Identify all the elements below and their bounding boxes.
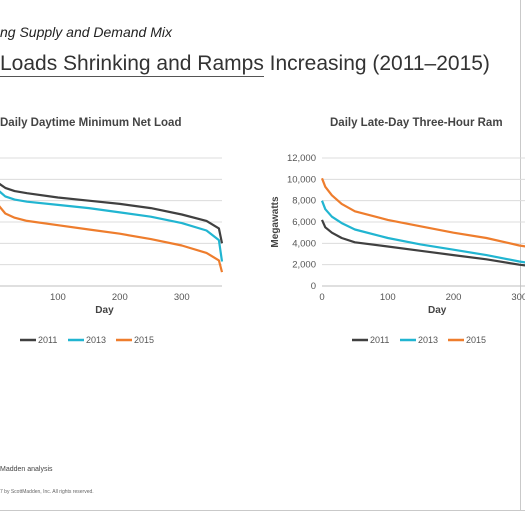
y-tick-label: 4,000 bbox=[292, 238, 316, 249]
y-tick-label: 10,000 bbox=[287, 174, 316, 185]
y-tick-label: 12,000 bbox=[287, 153, 316, 164]
series-line-2015 bbox=[0, 205, 224, 273]
legend-label-2015: 2015 bbox=[134, 335, 154, 345]
copyright-note: 7 by ScottMadden, Inc. All rights reserv… bbox=[0, 489, 94, 495]
series-line-2013 bbox=[0, 190, 224, 262]
legend-label-2015: 2015 bbox=[466, 335, 486, 345]
legend-label-2011: 2011 bbox=[38, 335, 57, 345]
x-tick-label: 100 bbox=[50, 292, 66, 303]
x-tick-label: 200 bbox=[112, 292, 128, 303]
legend-label-2013: 2013 bbox=[418, 335, 438, 345]
y-tick-label: 0 bbox=[311, 281, 316, 292]
y-tick-label: 2,000 bbox=[292, 260, 316, 271]
x-tick-label: 100 bbox=[380, 292, 396, 303]
x-axis-label: Day bbox=[428, 305, 447, 316]
x-tick-label: 200 bbox=[446, 292, 462, 303]
series-line-2011 bbox=[0, 182, 224, 244]
x-axis-label: Day bbox=[95, 305, 114, 316]
y-axis-label: Megawatts bbox=[270, 196, 281, 248]
series-line-2013 bbox=[320, 200, 525, 264]
y-tick-label: 8,000 bbox=[292, 196, 316, 207]
slide-subtitle: ng Supply and Demand Mix bbox=[0, 24, 172, 40]
slide-border-bottom bbox=[0, 510, 525, 511]
left-line-chart: 100 200 300 Day 2011 2013 2015 bbox=[0, 157, 224, 345]
y-tick-label: 6,000 bbox=[292, 217, 316, 228]
slide-title-underlined: Loads Shrinking and Ramps bbox=[0, 52, 264, 77]
x-tick-label: 0 bbox=[319, 292, 324, 303]
right-chart-title: Daily Late-Day Three-Hour Ram bbox=[330, 117, 503, 129]
right-line-chart: 0 2,000 4,000 6,000 8,000 10,000 12,000 0 100 200… bbox=[270, 153, 525, 345]
legend-label-2013: 2013 bbox=[86, 335, 106, 345]
series-line-2011 bbox=[320, 219, 525, 267]
x-tick-label: 300 bbox=[174, 292, 190, 303]
slide-border-right bbox=[520, 0, 521, 510]
left-chart-title: Daily Daytime Minimum Net Load bbox=[0, 117, 182, 129]
slide-title-rest: Increasing (2011–2015) bbox=[263, 52, 490, 75]
x-tick-label: 300 bbox=[511, 292, 525, 303]
slide-title: Loads Shrinking and Ramps Increasing (20… bbox=[0, 52, 490, 77]
legend-label-2011: 2011 bbox=[370, 335, 389, 345]
series-line-2015 bbox=[320, 177, 525, 248]
source-note: Madden analysis bbox=[0, 466, 53, 473]
